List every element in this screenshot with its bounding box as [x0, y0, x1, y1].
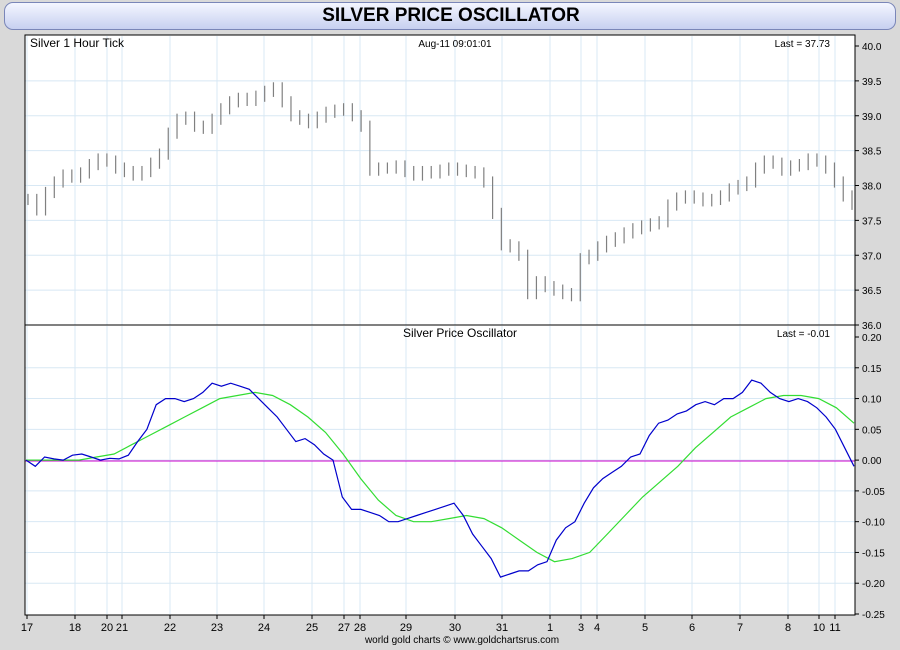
x-tick-label: 23 [211, 622, 223, 634]
bottom-y-axis: 0.20 0.15 0.10 0.05 0.00 -0.05 -0.10 -0.15 -0.20… [855, 333, 885, 621]
y-tick-label: 36.5 [862, 286, 882, 297]
x-tick-label: 4 [594, 622, 600, 634]
x-tick-label: 21 [116, 622, 128, 634]
y-tick-label: 0.15 [862, 364, 882, 375]
y-tick-label: 0.00 [862, 456, 882, 467]
signal-line [26, 391, 855, 563]
x-tick-label: 5 [642, 622, 648, 634]
x-tick-label: 28 [354, 622, 366, 634]
y-tick-label: 37.5 [862, 216, 882, 227]
x-tick-label: 25 [306, 622, 318, 634]
footer-credit: world gold charts © www.goldchartsrus.co… [364, 635, 559, 646]
x-tick-label: 29 [400, 622, 412, 634]
x-tick-label: 20 [101, 622, 113, 634]
y-tick-label: 38.0 [862, 182, 882, 193]
x-tick-label: 22 [164, 622, 176, 634]
timestamp: Aug-11 09:01:01 [418, 39, 492, 50]
y-tick-label: 0.20 [862, 333, 882, 344]
y-tick-label: 0.10 [862, 395, 882, 406]
y-tick-label: 39.5 [862, 77, 882, 88]
y-tick-label: 40.0 [862, 42, 882, 53]
y-tick-label: -0.20 [862, 579, 885, 590]
y-tick-label: -0.15 [862, 548, 885, 559]
x-tick-label: 3 [578, 622, 584, 634]
y-tick-label: 37.0 [862, 251, 882, 262]
top-panel-title: Silver 1 Hour Tick [30, 36, 125, 50]
x-tick-label: 8 [785, 622, 791, 634]
x-tick-label: 24 [258, 622, 270, 634]
x-axis: 17 18 20 21 22 23 24 25 27 28 29 30 31 1 3 4 5 6 7 8 10 11 [21, 615, 841, 634]
x-tick-label: 1 [547, 622, 553, 634]
x-tick-label: 7 [737, 622, 743, 634]
y-tick-label: -0.25 [862, 610, 885, 621]
y-tick-label: 36.0 [862, 321, 882, 332]
y-tick-label: 0.05 [862, 425, 882, 436]
y-tick-label: 39.0 [862, 112, 882, 123]
grid [25, 36, 855, 614]
x-tick-label: 30 [449, 622, 461, 634]
x-tick-label: 31 [496, 622, 508, 634]
x-tick-label: 27 [338, 622, 350, 634]
x-tick-label: 18 [69, 622, 81, 634]
y-tick-label: -0.05 [862, 487, 885, 498]
oscillator-line [25, 379, 855, 578]
title-bar: SILVER PRICE OSCILLATOR [4, 2, 896, 30]
x-tick-label: 11 [829, 622, 840, 634]
price-bars [27, 82, 853, 302]
bottom-panel-title: Silver Price Oscillator [403, 326, 517, 340]
bottom-last-label: Last = -0.01 [777, 329, 831, 340]
top-y-axis: 40.0 39.5 39.0 38.5 38.0 37.5 37.0 36.5 36.0 [855, 42, 882, 332]
x-tick-label: 17 [21, 622, 33, 634]
y-tick-label: 38.5 [862, 147, 882, 158]
x-tick-label: 10 [813, 622, 825, 634]
page-title: SILVER PRICE OSCILLATOR [322, 5, 580, 26]
top-last-label: Last = 37.73 [775, 39, 831, 50]
x-tick-label: 6 [689, 622, 695, 634]
y-tick-label: -0.10 [862, 518, 885, 529]
